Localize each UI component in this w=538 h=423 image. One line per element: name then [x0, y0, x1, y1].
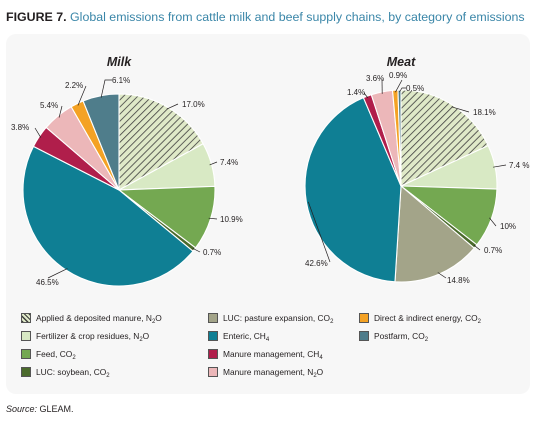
leader-line-1-applied [451, 106, 470, 113]
pie-slice-0-postfarm [82, 93, 120, 191]
data-label-1-soy: 0.7% [484, 246, 502, 255]
data-label-0-postfarm: 6.1% [112, 76, 130, 85]
data-label-0-applied: 17.0% [182, 100, 205, 109]
legend-suffix: O [142, 331, 150, 341]
legend-label: LUC: pasture expansion, CO [223, 313, 331, 323]
pie-slice-0-applied [118, 93, 204, 191]
legend-subscript: 4 [265, 337, 270, 343]
leader-line-0-fertilizer [209, 161, 218, 166]
leader-line-1-manure_ch4 [363, 92, 369, 99]
data-label-0-manure_ch4: 3.8% [11, 123, 29, 132]
legend-subscript: 4 [319, 355, 323, 361]
legend-subscript: 2 [139, 337, 143, 343]
pie-slice-0-feed [117, 185, 216, 249]
legend-label: Enteric, CH [223, 331, 266, 341]
legend-label: Applied & deposited manure, N [36, 313, 152, 323]
data-label-0-fertilizer: 7.4% [220, 158, 238, 167]
leader-line-0-manure_n2o [58, 105, 63, 118]
data-label-1-enteric: 42.6% [305, 259, 328, 268]
figure-title: FIGURE 7. Global emissions from cattle m… [6, 10, 525, 24]
legend-swatch-soy [21, 367, 31, 377]
pie-slice-1-pasture [394, 184, 475, 283]
legend-suffix: O [316, 367, 324, 377]
legend-swatch-feed [21, 349, 31, 359]
legend-label: Direct & indirect energy, CO [374, 313, 478, 323]
pie-slice-0-enteric [22, 145, 194, 287]
leader-line-0-manure_ch4 [34, 127, 42, 138]
leader-line-1-soy [473, 244, 481, 251]
pie-slice-1-applied [400, 89, 489, 187]
leader-line-1-energy [395, 79, 403, 93]
legend-label: Fertilizer & crop residues, N [36, 331, 140, 341]
legend-label: Manure management, CH [223, 349, 320, 359]
pie-title-1: Meat [387, 55, 416, 69]
legend-swatch-manure_ch4 [208, 349, 218, 359]
legend-subscript: 2 [106, 373, 110, 379]
legend-subscript: 2 [151, 319, 156, 325]
leader-line-0-energy [77, 85, 87, 106]
leader-line-0-enteric [47, 268, 68, 279]
data-label-0-enteric: 46.5% [36, 278, 59, 287]
legend-subscript: 2 [72, 355, 76, 361]
legend-swatch-pasture [208, 313, 218, 323]
data-label-1-fertilizer: 7.4 % [509, 161, 529, 170]
legend-subscript: 2 [330, 319, 334, 325]
legend-label: Postfarm, CO [374, 331, 425, 341]
leader-line-1-enteric [307, 201, 331, 263]
legend-label: Feed, CO [36, 349, 73, 359]
legend-subscript: 2 [477, 319, 481, 325]
figure-caption: Global emissions from cattle milk and be… [70, 10, 525, 24]
legend-subscript: 2 [313, 373, 317, 379]
leader-line-1-feed [489, 217, 497, 227]
figure-label: FIGURE 7. [6, 10, 67, 24]
pie-title-0: Milk [107, 55, 132, 69]
leader-line-0-soy [192, 247, 201, 253]
legend-swatch-enteric [208, 331, 218, 341]
data-label-0-feed: 10.9% [220, 215, 243, 224]
leader-line-1-pasture [437, 272, 447, 279]
source-value: GLEAM. [39, 404, 74, 414]
legend-swatch-fertilizer [21, 331, 31, 341]
data-label-1-energy: 0.9% [389, 71, 407, 80]
legend-swatch-manure_n2o [208, 367, 218, 377]
data-label-1-feed: 10% [500, 222, 516, 231]
legend-label: LUC: soybean, CO [36, 367, 107, 377]
data-label-0-soy: 0.7% [203, 248, 221, 257]
data-label-1-manure_n2o: 3.6% [366, 74, 384, 83]
legend-swatch-applied [21, 313, 31, 323]
leader-line-0-applied [166, 103, 179, 110]
source-label: Source: [6, 404, 38, 414]
leader-line-1-postfarm [399, 87, 406, 93]
legend-swatch-energy [359, 313, 369, 323]
data-label-1-pasture: 14.8% [447, 276, 470, 285]
data-label-0-energy: 2.2% [65, 81, 83, 90]
data-label-0-manure_n2o: 5.4% [40, 101, 58, 110]
leader-line-0-feed [208, 217, 218, 220]
leader-line-0-postfarm [100, 79, 112, 98]
pie-slice-1-enteric [304, 96, 402, 283]
legend-swatch-postfarm [359, 331, 369, 341]
source-note: Source: GLEAM. [6, 404, 74, 414]
legend-label: Manure management, N [223, 367, 314, 377]
data-label-1-applied: 18.1% [473, 108, 496, 117]
data-label-1-manure_ch4: 1.4% [347, 88, 365, 97]
legend-suffix: O [155, 313, 162, 323]
leader-line-1-fertilizer [493, 164, 507, 168]
legend-subscript: 2 [424, 337, 429, 343]
data-label-1-postfarm: 0.5% [406, 84, 424, 93]
